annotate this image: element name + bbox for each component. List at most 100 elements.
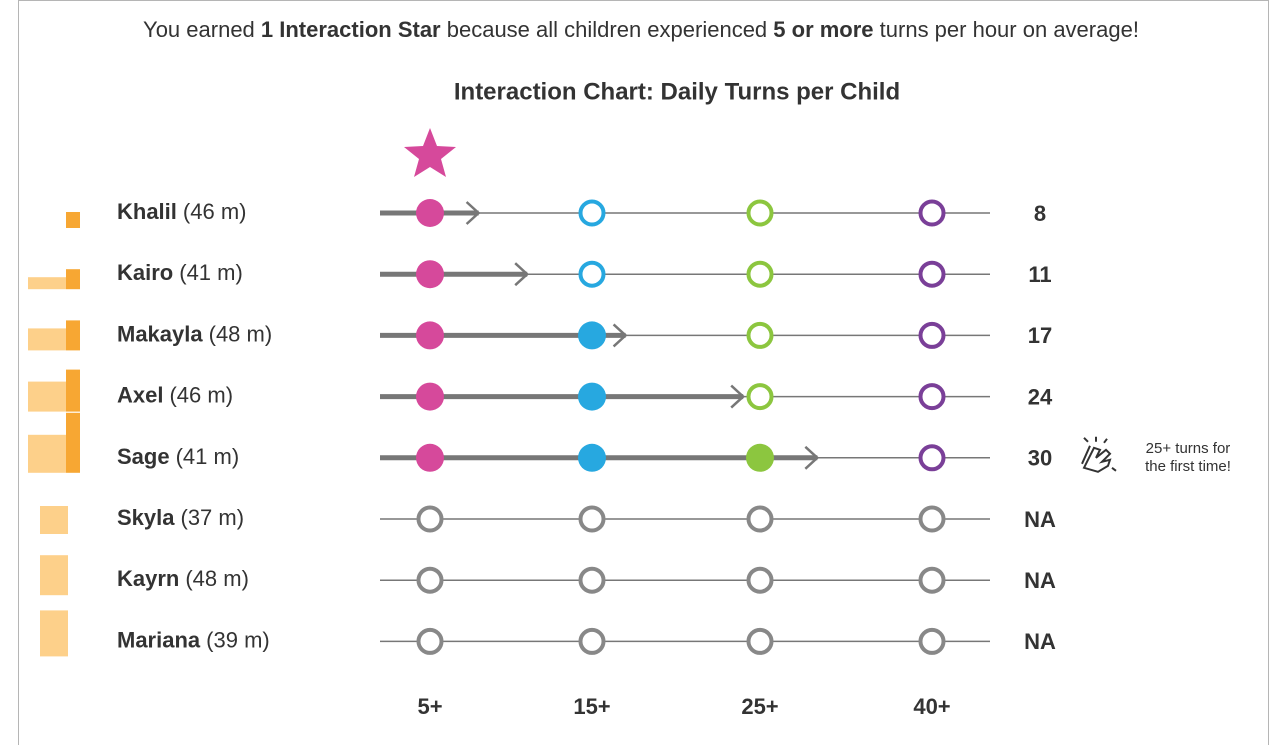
- dot-filled: [578, 382, 606, 411]
- header-part: 5 or more: [773, 17, 873, 42]
- turns-value: 8: [1034, 201, 1046, 226]
- dot-open: [578, 199, 606, 227]
- child-duration: (48 m): [209, 321, 273, 346]
- header-part: because all children experienced: [441, 17, 774, 42]
- frame: [18, 0, 1269, 745]
- child-duration: (46 m): [169, 382, 233, 407]
- dot-open: [918, 566, 946, 594]
- dot-filled: [578, 443, 606, 472]
- turns-value: NA: [1024, 507, 1056, 532]
- child-label: Khalil (46 m): [117, 199, 246, 224]
- child-label: Makayla (48 m): [117, 321, 272, 346]
- dot-open: [746, 383, 774, 411]
- dot-filled: [416, 321, 444, 350]
- icon-bar: [66, 369, 80, 412]
- icon-bar: [40, 506, 68, 534]
- icon-bar: [66, 212, 80, 228]
- icon-bar: [28, 381, 66, 412]
- dot-open: [918, 383, 946, 411]
- arrow-head: [730, 384, 746, 409]
- child-label: Sage (41 m): [117, 444, 239, 469]
- dot-open: [746, 199, 774, 227]
- note: 25+ turns for: [1146, 440, 1231, 457]
- dot-open: [746, 627, 774, 655]
- child-duration: (37 m): [181, 505, 245, 530]
- arrow-head: [612, 323, 628, 348]
- turns-value: 30: [1028, 446, 1052, 471]
- threshold-label: 25+: [741, 694, 778, 719]
- child-name: Skyla: [117, 505, 175, 530]
- chart-title: Interaction Chart: Daily Turns per Child: [454, 78, 900, 105]
- arrow-head: [465, 201, 481, 225]
- dot-open: [918, 199, 946, 227]
- dot-open: [746, 260, 774, 288]
- dot-open: [918, 260, 946, 288]
- child-name: Kayrn: [117, 566, 179, 591]
- child-duration: (41 m): [179, 260, 243, 285]
- dot-filled: [416, 199, 444, 227]
- icon-bar: [28, 277, 66, 290]
- dot-open: [578, 566, 606, 594]
- turns-value: 24: [1028, 384, 1053, 409]
- note: the first time!: [1145, 458, 1231, 475]
- child-name: Makayla: [117, 321, 203, 346]
- icon-bar: [66, 412, 80, 473]
- dot-open: [918, 627, 946, 655]
- child-duration: (41 m): [176, 444, 240, 469]
- hand: [1081, 436, 1117, 472]
- dot-open: [746, 505, 774, 533]
- child-name: Sage: [117, 444, 170, 469]
- icon-bar: [66, 320, 80, 351]
- dot-open: [918, 505, 946, 533]
- dot-open: [918, 444, 946, 472]
- arrow-head: [804, 445, 820, 470]
- dot-open: [416, 627, 444, 655]
- arrow-head: [514, 262, 530, 287]
- child-label: Kairo (41 m): [117, 260, 243, 285]
- dot-open: [416, 566, 444, 594]
- child-duration: (48 m): [185, 566, 249, 591]
- star: [404, 128, 456, 177]
- header-part: turns per hour on average!: [874, 17, 1139, 42]
- child-duration: (46 m): [183, 199, 247, 224]
- child-duration: (39 m): [206, 627, 270, 652]
- turns-value: NA: [1024, 629, 1056, 654]
- dot-open: [578, 260, 606, 288]
- dot-filled: [578, 321, 606, 350]
- header-part: You earned: [143, 17, 261, 42]
- dot-open: [746, 566, 774, 594]
- child-label: Skyla (37 m): [117, 505, 244, 530]
- child-label: Mariana (39 m): [117, 627, 270, 652]
- child-label: Axel (46 m): [117, 382, 233, 407]
- icon-bar: [28, 434, 66, 473]
- turns-value: 17: [1028, 323, 1052, 348]
- child-label: Kayrn (48 m): [117, 566, 249, 591]
- threshold-label: 40+: [913, 694, 950, 719]
- icon-bar: [28, 328, 66, 351]
- dot-open: [578, 505, 606, 533]
- hand: [1082, 446, 1112, 473]
- dot-filled: [416, 260, 444, 289]
- dot-filled: [746, 443, 774, 472]
- dot-open: [416, 505, 444, 533]
- icon-bar: [40, 610, 68, 657]
- child-name: Mariana: [117, 627, 201, 652]
- dot-filled: [416, 443, 444, 472]
- header-part: 1 Interaction Star: [261, 17, 441, 42]
- turns-value: 11: [1028, 262, 1051, 287]
- dot-open: [918, 321, 946, 349]
- dot-open: [578, 627, 606, 655]
- dot-open: [746, 321, 774, 349]
- dot-filled: [416, 382, 444, 411]
- turns-value: NA: [1024, 568, 1056, 593]
- child-name: Axel: [117, 382, 163, 407]
- child-name: Khalil: [117, 199, 177, 224]
- child-name: Kairo: [117, 260, 173, 285]
- header: You earned 1 Interaction Star because al…: [143, 17, 1139, 42]
- icon-bar: [66, 269, 80, 290]
- threshold-label: 5+: [417, 694, 442, 719]
- clap-icon: [1081, 436, 1117, 473]
- threshold-label: 15+: [573, 694, 610, 719]
- icon-bar: [40, 555, 68, 596]
